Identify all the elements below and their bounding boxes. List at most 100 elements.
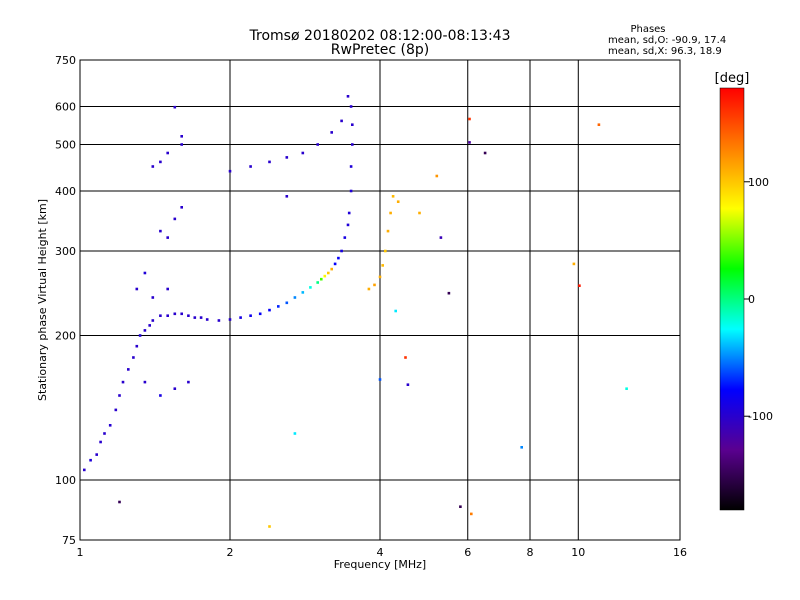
echo-point bbox=[327, 271, 330, 275]
echo-point bbox=[268, 308, 271, 312]
echo-point bbox=[166, 151, 169, 155]
echo-point bbox=[249, 165, 252, 168]
echo-point bbox=[301, 291, 305, 294]
echo-point bbox=[351, 143, 354, 146]
echo-point bbox=[320, 277, 323, 281]
echo-point bbox=[217, 319, 221, 322]
echo-point bbox=[349, 189, 353, 193]
echo-point bbox=[340, 249, 343, 253]
echo-point bbox=[151, 296, 155, 299]
echo-point bbox=[166, 287, 169, 291]
echo-point bbox=[520, 446, 523, 449]
echo-point bbox=[268, 160, 271, 164]
echo-point bbox=[199, 316, 203, 319]
echo-point bbox=[103, 432, 106, 435]
x-tick-label: 2 bbox=[227, 546, 234, 559]
echo-point bbox=[389, 211, 392, 215]
echo-point bbox=[572, 262, 576, 266]
echo-point bbox=[373, 283, 376, 287]
chart-subtitle: RwPretec (8p) bbox=[331, 42, 429, 58]
phases-header: Phases bbox=[630, 24, 665, 35]
echo-point bbox=[148, 324, 151, 327]
echo-point bbox=[293, 296, 297, 299]
echo-point bbox=[205, 318, 209, 321]
echo-point bbox=[173, 312, 177, 316]
echo-point bbox=[159, 394, 162, 397]
echo-point bbox=[439, 236, 443, 239]
echo-point bbox=[258, 312, 262, 316]
colorbar-label: [deg] bbox=[715, 71, 750, 86]
echo-point bbox=[285, 195, 289, 198]
echo-point bbox=[135, 344, 139, 348]
echo-point bbox=[468, 141, 471, 144]
echo-point bbox=[447, 291, 451, 295]
echo-point bbox=[108, 424, 112, 427]
echo-point bbox=[349, 105, 353, 108]
echo-point bbox=[378, 378, 382, 381]
echo-point bbox=[173, 387, 177, 390]
echo-point bbox=[384, 249, 387, 253]
echo-point bbox=[406, 383, 410, 386]
echo-point bbox=[159, 229, 162, 233]
echo-point bbox=[349, 165, 353, 168]
echo-point bbox=[337, 256, 340, 260]
echo-point bbox=[89, 458, 92, 462]
echo-point bbox=[293, 432, 297, 435]
echo-point bbox=[340, 119, 343, 123]
echo-point bbox=[316, 281, 319, 284]
y-tick-label: 300 bbox=[55, 245, 76, 258]
colorbar-tick-label: 0 bbox=[748, 293, 755, 306]
echo-point bbox=[625, 387, 628, 390]
echo-point bbox=[277, 305, 280, 308]
colorbar bbox=[719, 87, 745, 511]
echo-point bbox=[346, 223, 350, 227]
data-points bbox=[83, 95, 628, 528]
echo-point bbox=[249, 314, 252, 317]
echo-point bbox=[330, 131, 333, 134]
echo-point bbox=[309, 286, 312, 289]
colorbar-ticks: 100 0 -100 bbox=[744, 176, 773, 423]
echo-point bbox=[173, 105, 177, 109]
echo-point bbox=[351, 123, 354, 126]
echo-point bbox=[391, 195, 395, 198]
y-tick-label: 750 bbox=[55, 54, 76, 67]
echo-point bbox=[323, 274, 327, 278]
y-axis-ticks: 75 100 200 300 400 500 600 750 bbox=[55, 54, 76, 547]
y-tick-label: 200 bbox=[55, 330, 76, 343]
echo-point bbox=[95, 453, 98, 456]
echo-point bbox=[166, 236, 169, 239]
x-tick-label: 10 bbox=[571, 546, 585, 559]
echo-point bbox=[468, 117, 471, 121]
echo-point bbox=[180, 312, 183, 316]
colorbar-tick-label: -100 bbox=[748, 410, 773, 423]
echo-point bbox=[132, 356, 135, 359]
echo-point bbox=[228, 169, 232, 173]
echo-point bbox=[285, 301, 289, 305]
echo-point bbox=[459, 505, 462, 508]
plot-frame bbox=[79, 59, 681, 541]
echo-point bbox=[394, 309, 397, 313]
echo-point bbox=[143, 329, 147, 332]
echo-point bbox=[228, 318, 232, 321]
echo-point bbox=[121, 380, 125, 384]
echo-point bbox=[347, 211, 351, 215]
echo-point bbox=[180, 135, 183, 138]
echo-point bbox=[135, 287, 139, 291]
echo-point bbox=[239, 316, 242, 319]
stats-o: mean, sd,O: -90.9, 17.4 bbox=[608, 35, 726, 46]
grid bbox=[80, 60, 680, 540]
echo-point bbox=[367, 287, 371, 291]
x-tick-label: 4 bbox=[377, 546, 384, 559]
echo-point bbox=[187, 314, 190, 317]
echo-point bbox=[346, 95, 350, 98]
echo-point bbox=[118, 394, 121, 397]
echo-point bbox=[187, 380, 190, 384]
echo-point bbox=[143, 271, 147, 275]
echo-point bbox=[470, 512, 473, 516]
x-axis-ticks: 1 2 4 6 8 10 16 bbox=[77, 546, 688, 559]
x-axis-title: Frequency [MHz] bbox=[334, 558, 426, 571]
echo-point bbox=[381, 264, 384, 267]
echo-point bbox=[143, 380, 147, 384]
echo-point bbox=[99, 440, 102, 444]
y-tick-label: 600 bbox=[55, 101, 76, 114]
